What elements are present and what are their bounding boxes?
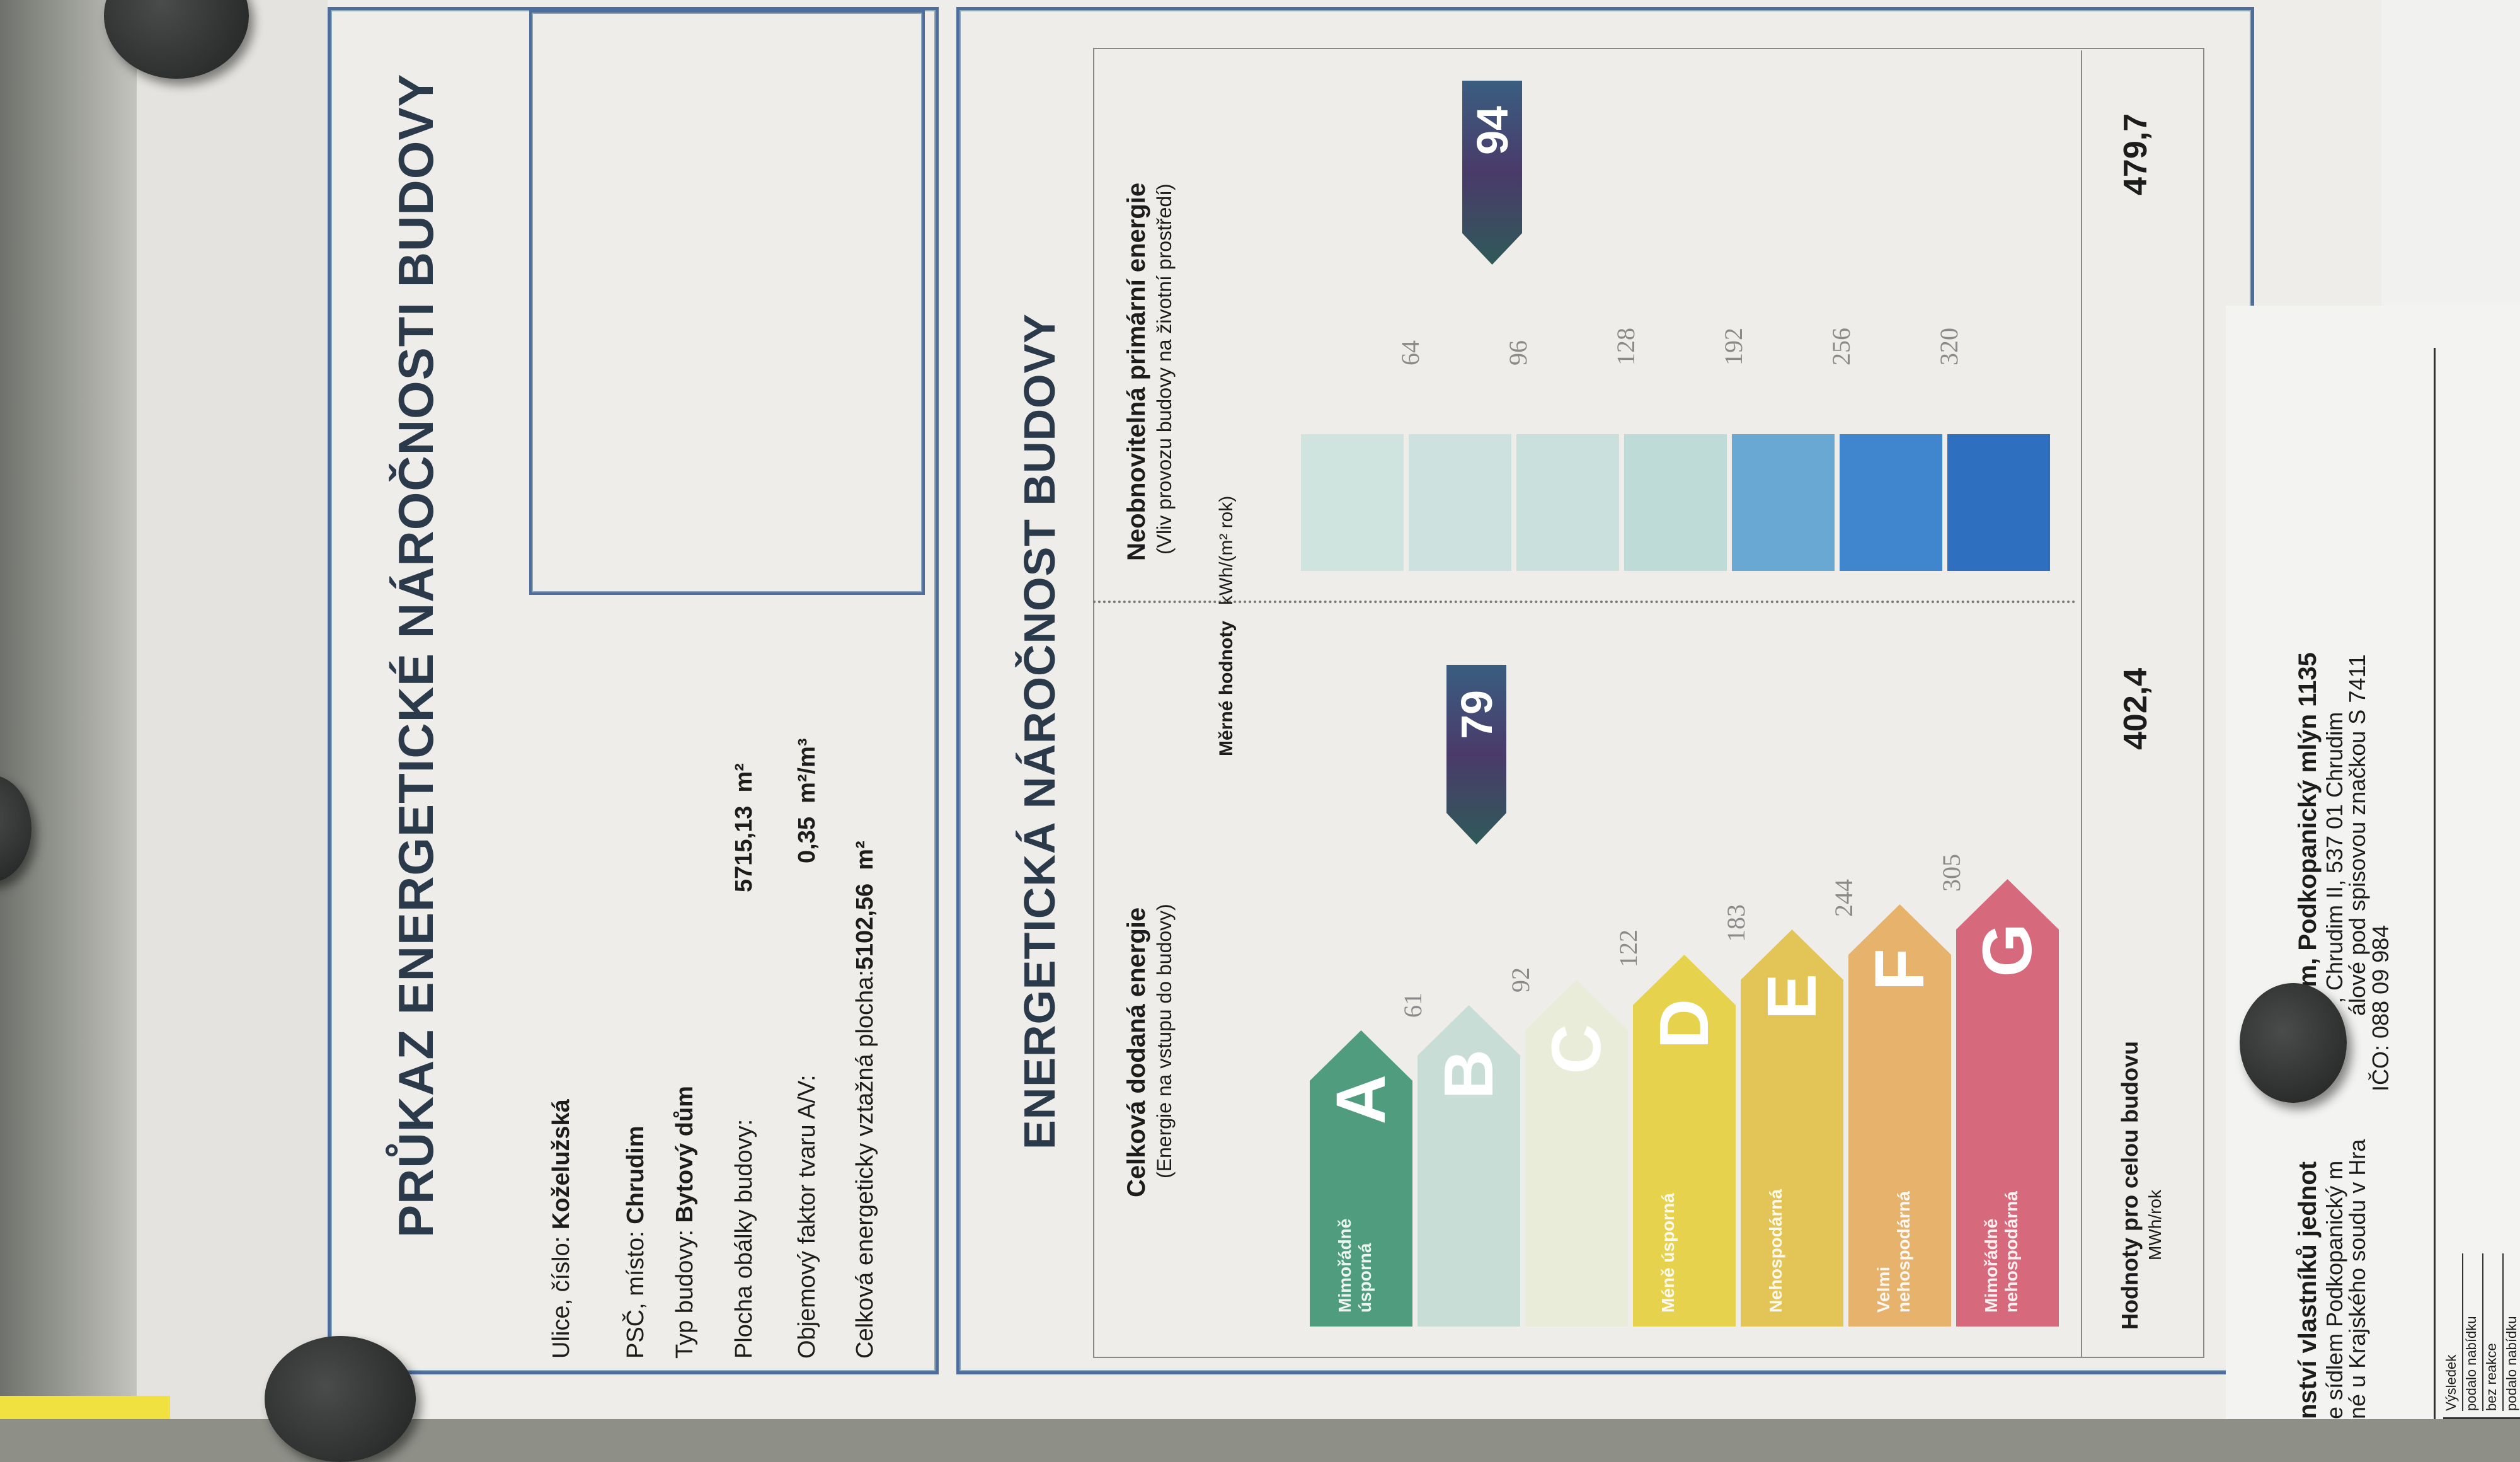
envelope-value: 5715,13 [731, 805, 757, 892]
energy-class-arrow-c: C [1525, 980, 1628, 1327]
left-scale-limit: 61 [1399, 993, 1427, 1018]
notice-line3-end: álové pod spisovou značkou S 7411 [2344, 654, 2370, 1016]
energy-class-label: Velmi nehospodárná [1874, 1191, 1913, 1313]
totals-row-divider [2081, 50, 2082, 1358]
energy-class-letter: D [1646, 999, 1723, 1049]
delivered-energy-marker-value: 79 [1452, 690, 1501, 739]
notice-paper: nství vlastníků jednot dim, Podkopanický… [2226, 306, 2520, 1419]
primary-energy-bar [1732, 434, 1835, 571]
energy-class-letter: F [1861, 948, 1939, 991]
result-table-header: Výsledek [2443, 1354, 2459, 1411]
column-divider [1093, 601, 2076, 603]
specific-values-unit: kWh/(m² rok) [1216, 495, 1237, 605]
energy-class-letter: A [1322, 1074, 1400, 1125]
left-scale-limit: 122 [1614, 930, 1642, 967]
energy-class-arrow-g: G Mimořádně nehospodárná [1956, 879, 2059, 1327]
result-table-cell: podalo nabídku [2462, 1253, 2480, 1411]
primary-energy-bar [1947, 434, 2050, 571]
specific-values-caption: Měrné hodnoty kWh/(m² rok) [1216, 496, 1237, 756]
energy-class-arrow-f: F Velmi nehospodárná [1848, 904, 1951, 1327]
right-scale-limit: 192 [1719, 328, 1748, 366]
energy-class-label: Mimořádně nehospodárná [1981, 1191, 2021, 1313]
right-column-subheading: (Vliv provozu budovy na životní prostřed… [1153, 183, 1176, 555]
left-scale-limit: 244 [1830, 879, 1858, 917]
street-label: Ulice, číslo: [548, 1236, 575, 1359]
magnet[interactable] [265, 1336, 416, 1462]
adjacent-paper [2381, 0, 2520, 309]
magnet[interactable] [2240, 983, 2347, 1103]
envelope-row-value: 5715,13 m² [731, 763, 758, 892]
primary-energy-bar [1516, 434, 1619, 571]
totals-label: Hodnoty pro celou budovu [2117, 1041, 2143, 1330]
right-column-heading: Neobnovitelná primární energie [1123, 182, 1150, 561]
primary-energy-total: 479,7 [2117, 113, 2154, 195]
city-label: PSČ, místo: [622, 1231, 649, 1359]
energy-certificate: PRŮKAZ ENERGETICKÉ NÁROČNOSTI BUDOVY Uli… [328, 0, 2268, 1386]
energy-class-letter: E [1753, 974, 1831, 1020]
area-label: Celková energeticky vztažná plocha: [852, 970, 878, 1359]
notice-line1-end: dim, Podkopanický mlýn 1135 [2294, 652, 2322, 1010]
background-wall [0, 0, 145, 1419]
left-scale-limit: 92 [1506, 967, 1535, 993]
left-scale-limit: 305 [1937, 854, 1966, 892]
primary-energy-marker: 94 [1462, 81, 1522, 265]
notice-ico: IČO: 088 09 984 [2368, 924, 2393, 1091]
shape-row-value: 0,35 m²/m³ [794, 738, 821, 863]
area-row: Celková energeticky vztažná plocha:5102,… [852, 841, 879, 1359]
type-row: Typ budovy: Bytový dům [672, 1086, 699, 1359]
type-value: Bytový dům [672, 1086, 698, 1223]
city-value: Chrudim [622, 1125, 649, 1224]
sticky-note [0, 1396, 170, 1419]
street-value: Koželužská [548, 1099, 575, 1230]
right-scale-limit: 320 [1935, 328, 1963, 366]
city-row: PSČ, místo: Chrudim [622, 1126, 650, 1359]
energy-class-arrow-d: D Méně úsporná [1633, 955, 1736, 1327]
primary-energy-bar [1624, 434, 1727, 571]
energy-class-label: Nehospodárná [1766, 1189, 1785, 1313]
energy-class-arrow-b: B [1418, 1005, 1520, 1327]
energy-class-letter: B [1430, 1049, 1508, 1100]
right-scale-limit: 256 [1827, 328, 1855, 366]
primary-energy-bar [1840, 434, 1942, 571]
result-table: Výsledek podalo nabídku bez reakce podal… [2443, 1247, 2520, 1419]
primary-energy-bar [1301, 434, 1404, 571]
street-row: Ulice, číslo: Koželužská [548, 1099, 575, 1359]
area-unit: m² [852, 841, 878, 870]
energy-class-letter: C [1538, 1024, 1615, 1074]
left-column-subheading: (Energie na vstupu do budovy) [1153, 904, 1176, 1178]
left-column-heading: Celková dodaná energie [1123, 907, 1150, 1197]
shape-unit: m²/m³ [794, 738, 820, 803]
underlying-sheet [137, 0, 338, 1419]
specific-values-label: Měrné hodnoty [1216, 621, 1237, 756]
right-scale-limit: 128 [1612, 328, 1640, 366]
section-title: ENERGETICKÁ NÁROČNOST BUDOVY [1015, 313, 1064, 1149]
empty-box [529, 10, 925, 595]
left-scale-limit: 183 [1722, 904, 1750, 942]
energy-class-letter: G [1969, 923, 2046, 977]
result-table-cell: bez reakce [2482, 1253, 2500, 1411]
energy-class-arrow-e: E Nehospodárná [1741, 930, 1843, 1327]
notice-line3-start: né u Krajského soudu v Hra [2344, 1139, 2370, 1419]
primary-energy-bar [1409, 434, 1511, 571]
right-scale-limit: 96 [1504, 340, 1532, 366]
notice-line1-start: nství vlastníků jednot [2294, 1161, 2322, 1419]
notice-divider-line [2434, 348, 2436, 1419]
type-label: Typ budovy: [672, 1229, 698, 1359]
totals-unit: MWh/rok [2145, 1190, 2165, 1260]
energy-class-label: Méně úsporná [1658, 1193, 1678, 1313]
right-scale-limit: 64 [1396, 340, 1424, 366]
delivered-energy-marker: 79 [1446, 665, 1506, 844]
delivered-energy-total: 402,4 [2117, 667, 2154, 750]
shape-value: 0,35 [794, 817, 820, 863]
energy-class-label: Mimořádně úsporná [1335, 1218, 1375, 1313]
shape-label: Objemový faktor tvaru A/V: [794, 1074, 820, 1359]
certificate-title: PRŮKAZ ENERGETICKÉ NÁROČNOSTI BUDOVY [388, 73, 444, 1238]
envelope-unit: m² [731, 763, 757, 793]
area-value: 5102,56 [852, 883, 878, 970]
energy-class-arrow-a: A Mimořádně úsporná [1310, 1030, 1412, 1327]
primary-energy-marker-value: 94 [1468, 106, 1517, 155]
result-table-cell: podalo nabídku [2502, 1253, 2520, 1411]
envelope-label: Plocha obálky budovy: [731, 1119, 757, 1359]
